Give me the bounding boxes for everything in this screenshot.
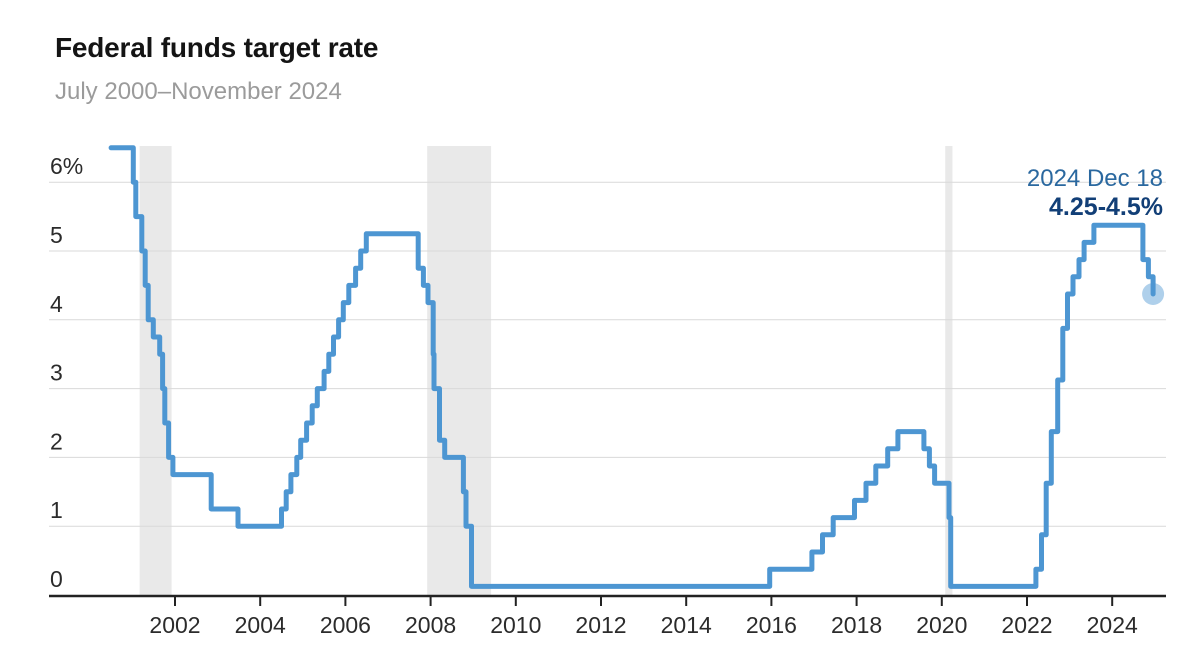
y-axis-label: 4 [50,291,63,317]
x-axis-label: 2014 [661,612,712,638]
x-axis-label: 2020 [916,612,967,638]
rate-step-line [108,145,1156,589]
annotation-date: 2024 Dec 18 [1027,165,1163,192]
latest-value-dot[interactable] [1142,283,1165,305]
x-axis-label: 2008 [405,612,456,638]
x-axis-label: 2018 [831,612,882,638]
recession-band [945,146,953,595]
x-axis-label: 2010 [490,612,541,638]
x-axis-label: 2016 [746,612,797,638]
y-axis-label: 0 [50,566,63,592]
y-axis-label: 1 [50,497,63,523]
recession-band [139,146,172,595]
annotation-value: 4.25-4.5% [1049,193,1163,221]
x-axis-label: 2012 [575,612,626,638]
x-axis-label: 2006 [320,612,371,638]
chart-title: Federal funds target rate [55,32,379,63]
x-axis-label: 2022 [1001,612,1052,638]
y-axis-label: 3 [50,360,63,386]
y-axis-label: 6% [50,153,83,179]
x-axis-label: 2002 [149,612,200,638]
y-axis-label: 5 [50,222,63,248]
x-axis-label: 2024 [1087,612,1138,638]
recession-band [427,146,492,595]
y-axis-label: 2 [50,428,63,454]
x-axis-label: 2004 [235,612,286,638]
chart-subtitle: July 2000–November 2024 [55,78,342,105]
